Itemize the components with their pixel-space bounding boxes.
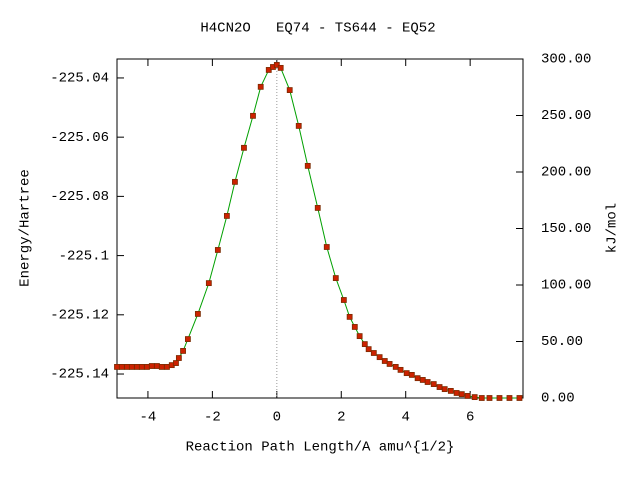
data-point [175, 355, 182, 361]
y-tick-label: -225.1 [59, 248, 109, 264]
data-point [392, 364, 399, 370]
y-tick-label: -225.14 [50, 367, 109, 383]
data-point [257, 83, 264, 90]
data-point [232, 178, 238, 185]
y2-tick-label: 150.00 [541, 221, 591, 237]
y-tick-label: -225.08 [50, 189, 109, 205]
data-point [447, 387, 454, 394]
data-point [265, 67, 272, 73]
series-line [117, 64, 520, 399]
data-point [496, 395, 503, 401]
y-tick-label: -225.04 [50, 71, 109, 87]
y2-tick-label: 300.00 [541, 52, 591, 68]
data-point [381, 358, 388, 364]
data-point [286, 87, 293, 93]
y2-tick-label: 0.00 [541, 391, 575, 407]
data-point [376, 354, 383, 361]
data-point [478, 395, 485, 401]
plot-frame [116, 58, 524, 399]
y-axis-label: Energy/Hartree [18, 169, 34, 287]
data-point [138, 364, 145, 370]
y2-tick-label: 50.00 [541, 334, 583, 350]
data-point [361, 341, 368, 348]
y2-tick-label: 250.00 [541, 108, 591, 124]
data-point [516, 395, 523, 401]
data-point [351, 324, 358, 330]
data-point [273, 62, 280, 68]
data-point [114, 364, 120, 370]
data-point [205, 280, 212, 287]
data-point [464, 393, 471, 399]
data-point [397, 366, 404, 373]
data-point [386, 361, 393, 367]
data-point [323, 244, 330, 250]
data-point [304, 162, 311, 169]
data-point [173, 360, 179, 366]
data-point [356, 333, 363, 340]
data-point [124, 364, 130, 370]
data-point [332, 275, 339, 281]
data-point [148, 363, 155, 369]
data-point [453, 390, 460, 396]
y2-tick-label: 100.00 [541, 278, 591, 294]
data-point [295, 123, 302, 129]
x-axis-label: Reaction Path Length/A amu^{1/2} [186, 440, 455, 456]
data-point [403, 370, 410, 377]
y2-tick-label: 200.00 [541, 165, 591, 181]
data-point [128, 364, 135, 370]
data-point [154, 363, 160, 369]
y-tick-label: -225.12 [50, 308, 109, 324]
x-tick-label: 4 [402, 410, 410, 426]
chart-title: H4CN2O EQ74 - TS644 - EQ52 [200, 21, 435, 37]
data-point [158, 364, 165, 370]
data-point [134, 364, 140, 370]
data-point [506, 395, 513, 401]
data-point [241, 144, 247, 151]
data-point [419, 377, 426, 383]
data-point [408, 372, 415, 378]
data-point [250, 112, 256, 119]
y-tick-label: -225.06 [50, 130, 109, 146]
data-point [314, 205, 321, 211]
data-point [436, 384, 443, 390]
data-point [214, 247, 221, 253]
data-point [471, 394, 478, 401]
data-point [365, 346, 372, 353]
data-point [458, 391, 465, 398]
data-point [144, 364, 150, 370]
x-tick-label: 2 [337, 410, 345, 426]
data-point [223, 213, 230, 219]
x-tick-label: 6 [466, 410, 474, 426]
data-point [118, 364, 125, 370]
data-point [184, 336, 191, 342]
data-point [277, 64, 284, 71]
data-point [441, 386, 448, 393]
data-point [180, 348, 186, 354]
data-point [346, 313, 353, 320]
data-point [414, 375, 421, 382]
data-point [194, 311, 201, 317]
data-point [370, 350, 377, 356]
data-point [340, 297, 347, 303]
data-point [164, 364, 170, 370]
y2-axis-label: kJ/mol [605, 203, 621, 253]
x-tick-label: -2 [204, 410, 221, 426]
data-point [430, 381, 437, 387]
data-point [424, 379, 431, 385]
x-tick-label: -4 [140, 410, 157, 426]
x-tick-label: 0 [273, 410, 281, 426]
data-point [486, 395, 493, 401]
